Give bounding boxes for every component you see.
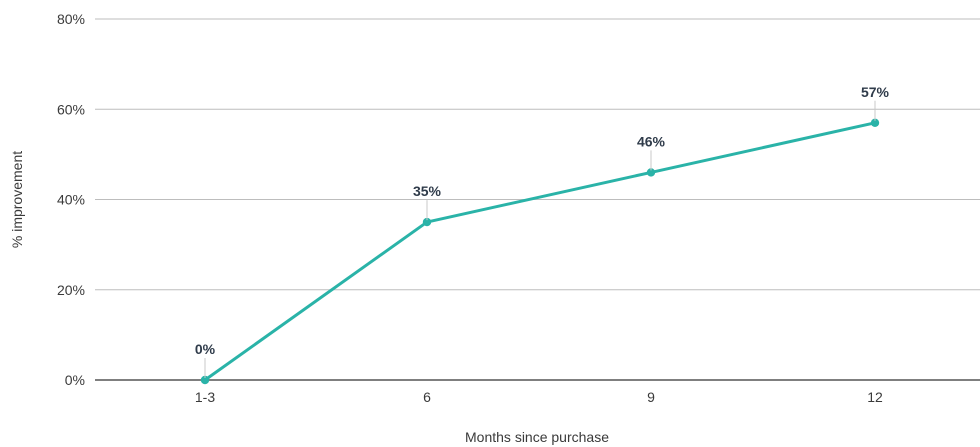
data-label: 57% [861, 84, 890, 100]
y-tick-label: 40% [57, 192, 85, 208]
data-point [200, 375, 210, 385]
x-tick-label: 1-3 [195, 389, 215, 405]
series-line [203, 121, 877, 382]
y-axis-ticks: 0% 20% 40% 60% 80% [57, 11, 85, 388]
data-label: 35% [413, 183, 442, 199]
x-tick-label: 12 [867, 389, 883, 405]
series-group [200, 118, 880, 385]
data-point [422, 217, 432, 227]
x-axis-title: Months since purchase [465, 429, 609, 445]
x-tick-label: 6 [423, 389, 431, 405]
data-labels: 0% 35% 46% 57% [195, 84, 890, 378]
y-axis-title: % improvement [9, 151, 25, 248]
data-point [870, 118, 880, 127]
data-label: 46% [637, 133, 666, 149]
data-point [646, 168, 656, 177]
x-tick-label: 9 [647, 389, 655, 405]
y-tick-label: 20% [57, 282, 85, 298]
y-tick-label: 80% [57, 11, 85, 27]
x-axis-ticks: 1-3 6 9 12 [195, 389, 883, 405]
gridlines [95, 18, 980, 381]
y-tick-label: 0% [65, 372, 85, 388]
data-label: 0% [195, 341, 216, 357]
y-tick-label: 60% [57, 101, 85, 117]
